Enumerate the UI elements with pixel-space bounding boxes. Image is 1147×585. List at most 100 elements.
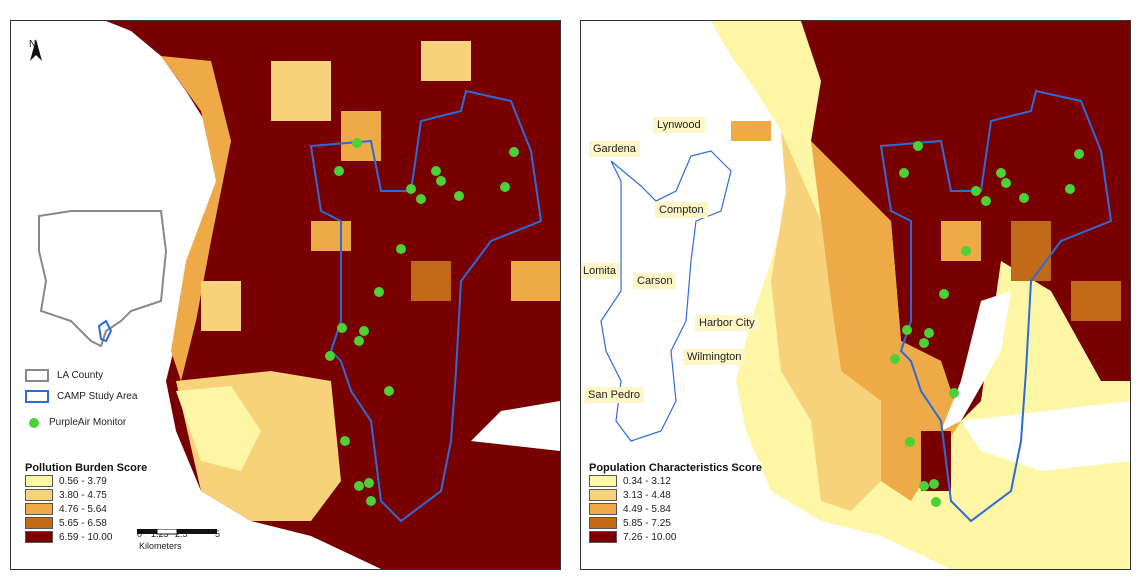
monitor-point (961, 246, 971, 256)
monitor-point (352, 138, 362, 148)
monitor-point (971, 186, 981, 196)
legend-item-county: LA County (25, 369, 137, 382)
layers-legend: LA County CAMP Study Area PurpleAir Moni… (25, 369, 138, 436)
monitor-point (913, 141, 923, 151)
legend-class-label: 3.80 - 4.75 (59, 489, 107, 501)
legend-label: PurpleAir Monitor (49, 417, 127, 428)
monitor-point (396, 244, 406, 254)
monitor-point (924, 328, 934, 338)
legend-item-study-area: CAMP Study Area (25, 390, 137, 403)
monitor-dot-icon (29, 417, 39, 428)
monitor-point (354, 481, 364, 491)
swatch-3 (589, 503, 617, 515)
patch-west-a (201, 281, 241, 331)
legend-class: 5.85 - 7.25 (589, 516, 762, 530)
legend-class: 4.49 - 5.84 (589, 502, 762, 516)
place-label-carson: Carson (633, 273, 677, 289)
city-outlines (600, 150, 732, 442)
monitor-point (1019, 193, 1029, 203)
patch-north-b (341, 111, 381, 161)
legend-class: 0.56 - 3.79 (25, 474, 147, 488)
legend-class: 3.13 - 4.48 (589, 488, 762, 502)
legend-label: CAMP Study Area (57, 391, 138, 402)
legend-class-label: 5.85 - 7.25 (623, 517, 671, 529)
place-label-lynwood: Lynwood (653, 117, 705, 133)
legend-class-label: 4.49 - 5.84 (623, 503, 671, 515)
monitor-point (931, 497, 941, 507)
south-lightest-zone (176, 386, 261, 471)
monitor-point (436, 176, 446, 186)
swatch-1 (589, 475, 617, 487)
harbor-area (941, 291, 1011, 431)
study-area-inset (97, 319, 113, 343)
place-label-gardena: Gardena (589, 141, 640, 157)
scale-bar-graphic: Kilometers (137, 529, 237, 551)
population-characteristics-map-panel: Lynwood Gardena Compton Lomita Carson Ha… (580, 20, 1131, 570)
monitor-point (374, 287, 384, 297)
county-outline-swatch (25, 369, 49, 382)
monitor-point (366, 496, 376, 506)
place-label-lomita: Lomita (581, 263, 621, 279)
monitor-point (996, 168, 1006, 178)
monitor-point (340, 436, 350, 446)
monitor-point (364, 478, 374, 488)
pollution-burden-map (38, 21, 560, 569)
la-county-inset (38, 210, 168, 348)
monitor-point (509, 147, 519, 157)
monitor-point (454, 191, 464, 201)
monitor-point (902, 325, 912, 335)
swatch-1 (25, 475, 53, 487)
swatch-3 (25, 503, 53, 515)
patch-mid-b (411, 261, 451, 301)
legend-class-label: 3.13 - 4.48 (623, 489, 671, 501)
pollution-burden-map-panel: N LA County CAMP Study Area PurpleAir Mo… (10, 20, 561, 570)
north-label: N (29, 39, 37, 50)
legend-class-label: 7.26 - 10.00 (623, 531, 677, 543)
swatch-2 (25, 489, 53, 501)
study-area-outline (879, 89, 1113, 523)
legend-class: 0.34 - 3.12 (589, 474, 762, 488)
legend-class: 4.76 - 5.64 (25, 502, 147, 516)
legend-class: 7.26 - 10.00 (589, 530, 762, 544)
patch-a (941, 221, 981, 261)
population-characteristics-map (600, 21, 1130, 569)
monitor-point (929, 479, 939, 489)
patch-c (731, 121, 771, 141)
monitor-point (1074, 149, 1084, 159)
monitor-point (325, 351, 335, 361)
legend-class-label: 6.59 - 10.00 (59, 531, 113, 543)
place-label-wilmington: Wilmington (683, 349, 746, 365)
monitor-points (325, 138, 519, 506)
patch-mid-a (311, 221, 351, 251)
north-arrow: N (29, 39, 42, 61)
place-label-compton: Compton (655, 202, 708, 218)
patch-b (1011, 221, 1051, 281)
swatch-5 (25, 531, 53, 543)
monitor-point (919, 338, 929, 348)
mid-orange-zone (811, 141, 961, 501)
legend-class: 6.59 - 10.00 (25, 530, 147, 544)
legend-title: Population Characteristics Score (589, 462, 762, 474)
monitor-point (384, 386, 394, 396)
scale-bar: 0 1.25 2.5 5 Kilometers (137, 529, 237, 551)
study-area-outline-swatch (25, 390, 49, 403)
patch-north-c (421, 41, 471, 81)
legend-class-label: 5.65 - 6.58 (59, 517, 107, 529)
monitor-points (890, 141, 1084, 507)
monitor-point (334, 166, 344, 176)
monitor-point (354, 336, 364, 346)
legend-item-monitor: PurpleAir Monitor (25, 417, 137, 428)
swatch-4 (589, 517, 617, 529)
monitor-point (939, 289, 949, 299)
monitor-point (949, 388, 959, 398)
coastal-light-zone (161, 56, 231, 381)
monitor-point (981, 196, 991, 206)
monitor-point (416, 194, 426, 204)
patch-east-a (511, 261, 560, 301)
legend-class: 3.80 - 4.75 (25, 488, 147, 502)
scale-bar-icon (137, 529, 217, 535)
monitor-point (1065, 184, 1075, 194)
legend-label: LA County (57, 370, 104, 381)
pollution-burden-legend: Pollution Burden Score 0.56 - 3.79 3.80 … (25, 462, 148, 544)
patch-north-a (271, 61, 331, 121)
